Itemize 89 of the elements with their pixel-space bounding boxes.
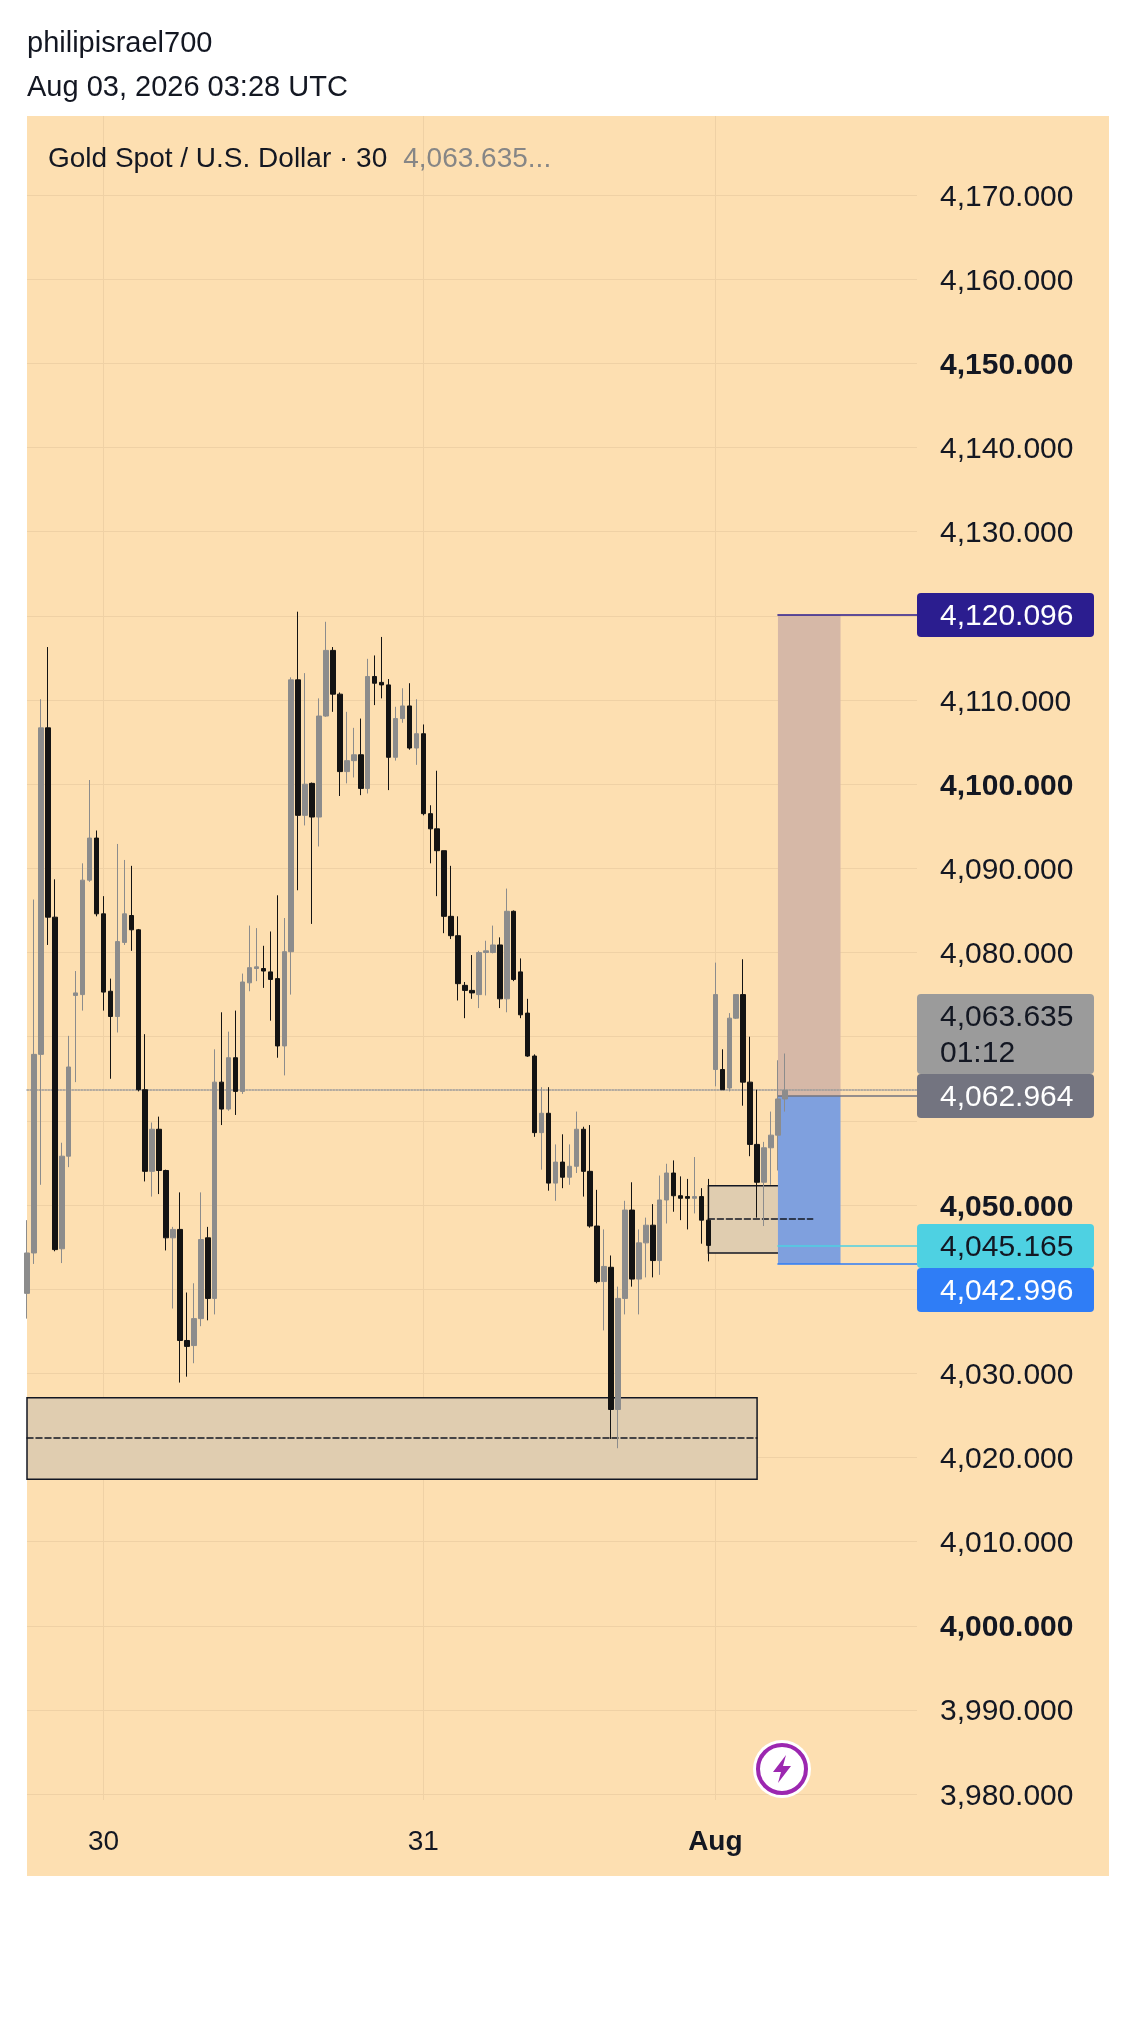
candlestick — [511, 909, 516, 982]
candlestick — [170, 1226, 176, 1310]
candlestick — [692, 1156, 697, 1214]
candlestick — [567, 1143, 572, 1186]
candlestick — [240, 973, 245, 1095]
y-tick-label: 4,090.000 — [940, 851, 1074, 885]
candlestick — [247, 925, 252, 992]
y-tick-label: 4,030.000 — [940, 1356, 1074, 1390]
text: 4,063.635... — [403, 142, 552, 173]
y-tick-label: 4,110.000 — [940, 683, 1072, 717]
text: Gold Spot / U.S. Dollar · 30 — [48, 142, 388, 173]
y-tick-label: 4,050.000 — [940, 1188, 1074, 1222]
candlestick — [574, 1111, 579, 1174]
candlestick — [421, 723, 426, 816]
ref-line-label: 4,120.096 — [917, 593, 1094, 638]
candlestick — [657, 1175, 662, 1276]
candlestick — [233, 1010, 238, 1116]
candlestick — [685, 1178, 690, 1230]
candlestick — [295, 611, 301, 891]
y-tick-label: 4,010.000 — [940, 1525, 1074, 1559]
candlestick — [115, 843, 120, 1033]
candlestick — [122, 859, 127, 946]
ref-line-label: 4,062.964 — [917, 1073, 1094, 1118]
candlestick — [129, 865, 134, 952]
candlestick — [699, 1187, 704, 1245]
candlestick — [379, 636, 384, 699]
y-tick-label: 4,080.000 — [940, 936, 1074, 970]
candlestick — [254, 927, 259, 982]
candlestick — [629, 1181, 635, 1288]
candlestick — [80, 862, 85, 1012]
ref-line-label: 4,045.165 — [917, 1223, 1094, 1268]
candlestick — [73, 970, 78, 1083]
candlestick — [365, 658, 370, 794]
y-tick-label: 4,140.000 — [940, 431, 1074, 465]
candlestick — [407, 682, 412, 751]
candlestick — [671, 1159, 676, 1213]
ref-line-label: 4,063.635 01:12 — [917, 993, 1094, 1074]
candlestick — [205, 1226, 211, 1321]
y-tick-label: 4,170.000 — [940, 178, 1074, 212]
y-tick-label: 4,130.000 — [940, 515, 1074, 549]
candlestick — [219, 1011, 224, 1126]
candlestick — [386, 678, 391, 791]
candlestick — [713, 962, 718, 1087]
candlestick — [87, 779, 92, 883]
candlestick — [706, 1178, 711, 1262]
candlestick — [518, 957, 523, 1019]
y-tick-label: 3,980.000 — [940, 1777, 1074, 1811]
candlestick — [101, 895, 106, 1012]
x-tick-label: 31 — [407, 1824, 439, 1856]
ref-line-label: 4,042.996 — [917, 1267, 1094, 1312]
y-tick-label: 4,100.000 — [940, 767, 1074, 801]
candlestick — [539, 1086, 544, 1171]
candlestick — [608, 1255, 614, 1440]
candlestick — [553, 1143, 558, 1202]
candlestick — [268, 930, 273, 1022]
text: philipisrael700 — [27, 25, 213, 59]
candlestick — [560, 1133, 565, 1189]
y-tick-label: 4,150.000 — [940, 346, 1074, 380]
candlestick — [212, 1048, 217, 1315]
candlestick — [546, 1086, 551, 1192]
candlestick — [94, 830, 99, 917]
candlestick — [275, 894, 280, 1059]
candlestick — [302, 672, 308, 826]
candlestick — [720, 1048, 725, 1091]
candlestick — [504, 888, 510, 1013]
candlestick — [393, 706, 398, 762]
candlestick — [532, 1053, 537, 1138]
candlestick — [497, 936, 503, 1009]
candlestick — [149, 1122, 155, 1198]
candlestick — [358, 718, 364, 796]
candlestick — [601, 1228, 607, 1331]
candlestick — [108, 978, 113, 1080]
candlestick — [261, 945, 266, 989]
text: Aug 03, 2026 03:28 UTC — [27, 69, 348, 103]
y-tick-label: 3,990.000 — [940, 1693, 1074, 1727]
candlestick — [400, 687, 405, 724]
candlestick — [525, 998, 530, 1058]
candlestick — [226, 1031, 231, 1112]
candlestick — [372, 654, 377, 706]
y-tick-label: 4,000.000 — [940, 1609, 1074, 1643]
candlestick — [414, 698, 419, 766]
candlestick — [664, 1163, 669, 1225]
y-tick-label: 4,020.000 — [940, 1440, 1074, 1474]
x-tick-label: 30 — [87, 1824, 120, 1856]
x-tick-label: Aug — [688, 1824, 743, 1856]
candlestick — [309, 782, 315, 925]
y-tick-label: 4,160.000 — [940, 262, 1074, 296]
candlestick — [678, 1175, 683, 1221]
candlestick — [650, 1203, 656, 1278]
